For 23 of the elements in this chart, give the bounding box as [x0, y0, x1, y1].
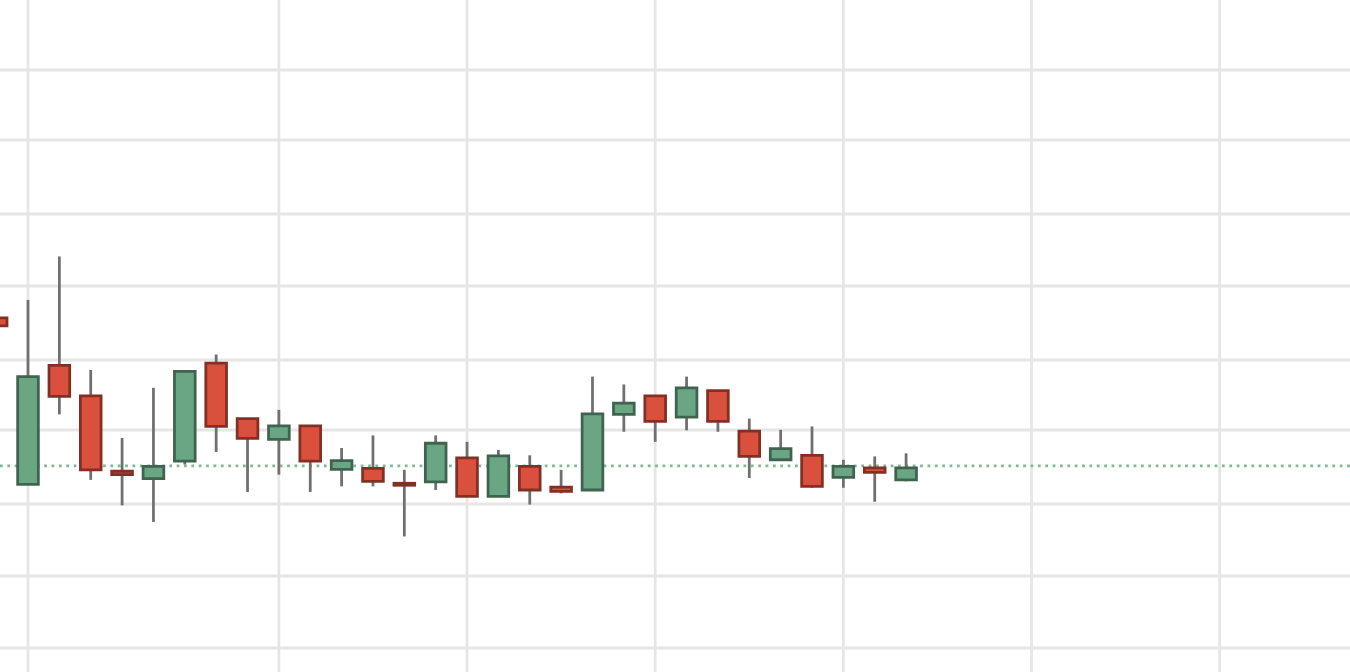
candlestick	[894, 451, 918, 483]
candlestick	[831, 458, 856, 490]
candlestick	[110, 436, 134, 507]
candlestick	[768, 428, 793, 462]
candlestick	[329, 446, 354, 488]
candlestick	[612, 383, 636, 434]
candlestick	[298, 424, 322, 494]
candlestick	[737, 417, 762, 480]
candlestick	[706, 389, 730, 434]
candlestick	[643, 394, 667, 444]
candlestick	[674, 375, 699, 432]
candlestick	[267, 408, 291, 476]
candlestick	[361, 434, 385, 488]
candlestick	[423, 434, 448, 492]
candlestick	[518, 453, 542, 506]
candlestick	[141, 386, 166, 524]
candlestick	[486, 448, 511, 498]
candlestick	[455, 440, 479, 498]
candlestick	[47, 255, 72, 416]
candlestick	[862, 455, 887, 504]
candlestick	[800, 425, 824, 490]
candlestick	[392, 468, 417, 538]
candlestick	[235, 417, 260, 494]
